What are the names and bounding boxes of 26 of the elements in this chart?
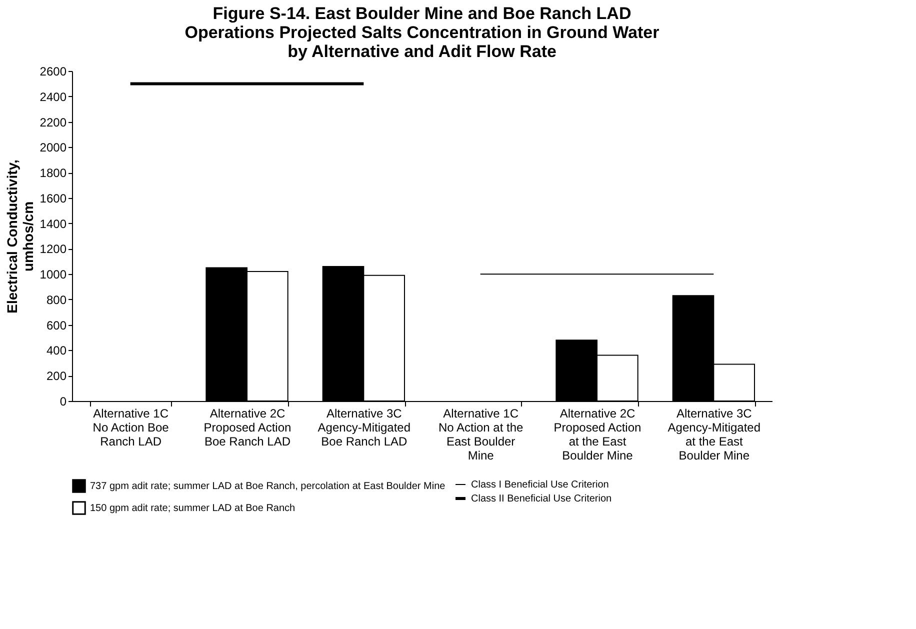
legend-label: 150 gpm adit rate; summer LAD at Boe Ranch xyxy=(90,503,296,514)
y-tick-label: 2200 xyxy=(40,115,67,130)
x-tick-label: Alternative 2C Proposed Action at the East Boulder Mine xyxy=(554,406,642,462)
legend-label: Class I Beneficial Use Criterion xyxy=(471,480,609,490)
y-tick-label: 1400 xyxy=(40,216,67,231)
y-tick-label: 800 xyxy=(46,292,67,307)
y-tick-label: 1800 xyxy=(40,166,67,180)
y-tick-label: 1200 xyxy=(40,242,67,256)
y-tick-label: 600 xyxy=(46,318,67,332)
x-tick-label: Alternative 1C No Action at the East Boulder Mine xyxy=(438,406,524,462)
y-tick-label: 2600 xyxy=(40,64,67,78)
y-tick-label: 1000 xyxy=(40,268,67,282)
y-tick-label: 200 xyxy=(46,369,67,384)
legend-label: 737 gpm adit rate; summer LAD at Boe Ranch, percolation at East Boulder Mine xyxy=(90,481,446,492)
x-tick-label: Alternative 2C Proposed Action Boe Ranch LAD xyxy=(204,406,292,448)
y-tick-label: 0 xyxy=(60,394,67,408)
x-tick-label: Alternative 1C No Action Boe Ranch LAD xyxy=(92,406,170,448)
y-axis-title: Electrical Conductivity, umhos/cm xyxy=(4,160,36,314)
y-tick-label: 1600 xyxy=(40,191,67,206)
x-tick-label: Alternative 3C Agency-Mitigated at the East Boulder Mine xyxy=(668,406,761,462)
chart-title: Figure S-14. East Boulder Mine and Boe Ranch LAD Operations Projected Salts Concentration in Ground Water by Alternative and Adit Flow Rate xyxy=(184,4,660,61)
y-tick-label: 2400 xyxy=(40,90,67,104)
x-tick-label: Alternative 3C Agency-Mitigated Boe Ranch LAD xyxy=(318,406,411,448)
y-tick-label: 2000 xyxy=(40,140,67,155)
legend-label: Class II Beneficial Use Criterion xyxy=(471,494,612,504)
y-tick-label: 400 xyxy=(46,344,67,358)
